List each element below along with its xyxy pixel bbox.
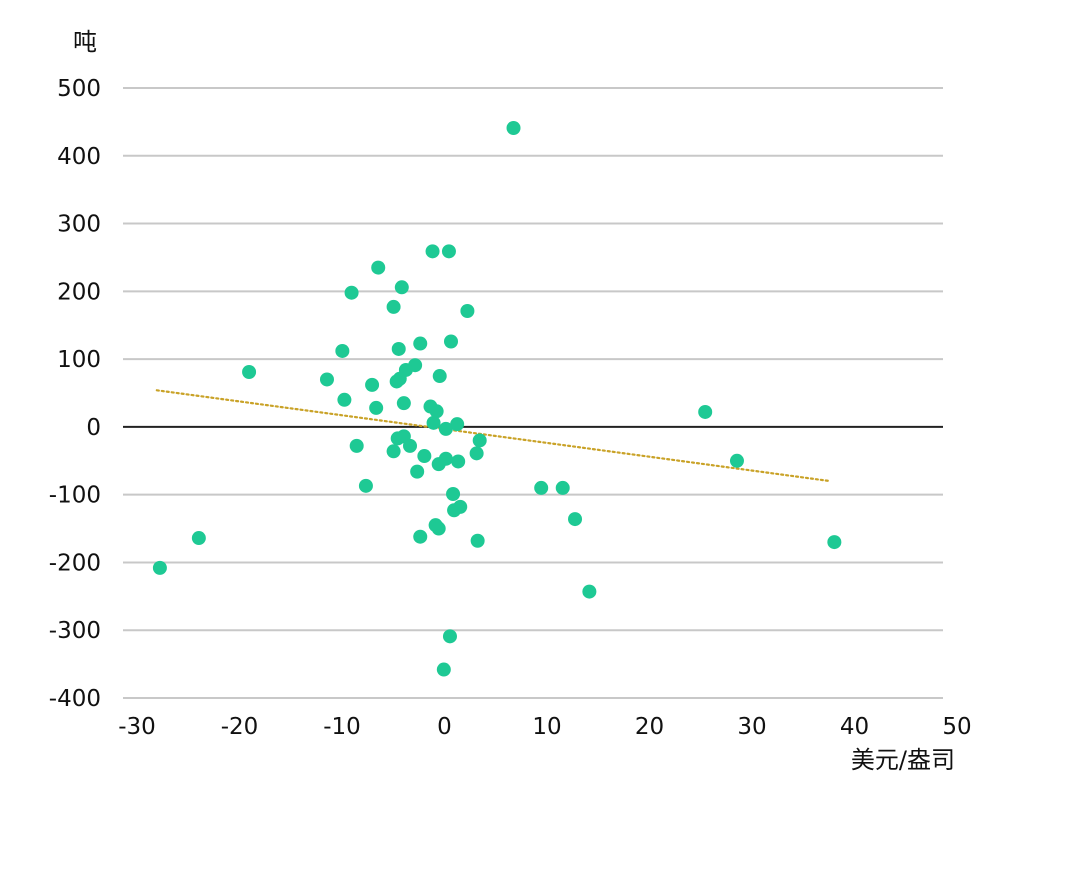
data-point [729,453,744,468]
y-tick-label: -300 [49,618,101,644]
data-point [429,404,444,419]
data-point [425,244,440,259]
data-point [410,464,425,479]
data-point [413,529,428,544]
data-point [460,303,475,318]
data-point [386,444,401,459]
data-point [371,260,386,275]
data-point [394,280,409,295]
data-point [447,503,462,518]
y-tick-label: 100 [57,347,101,373]
data-point [451,454,466,469]
data-point [391,341,406,356]
x-axis-title: 美元/盎司 [851,746,955,774]
y-tick-label: -100 [49,483,101,509]
data-point [386,299,401,314]
y-tick-label: -400 [49,686,101,712]
data-point [432,369,447,384]
y-tick-label: -200 [49,550,101,576]
data-point [472,433,487,448]
data-point [403,438,417,453]
data-point [365,377,380,392]
x-tick-label: -10 [323,714,361,740]
y-tick-label: 200 [57,279,101,305]
data-point [827,535,842,550]
gridlines [123,87,943,699]
data-point [444,334,458,349]
y-tick-label: 400 [57,144,101,170]
data-point [506,120,521,135]
data-points [152,120,842,677]
data-point [191,531,206,546]
x-tick-label: 40 [840,714,869,740]
data-point [152,560,167,575]
data-point [470,533,485,548]
x-tick-label: 30 [737,714,766,740]
x-tick-label: 20 [635,714,664,740]
x-tick-label: -20 [221,714,259,740]
data-point [534,480,549,495]
data-point [442,629,457,644]
x-tick-label: 50 [942,714,971,740]
data-point [335,343,350,358]
data-point [436,662,451,677]
x-tick-label: -30 [118,714,156,740]
data-point [426,415,441,430]
data-point [431,521,446,536]
data-point [698,404,713,419]
data-point [389,374,404,389]
y-axis-title: 吨 [73,28,97,56]
data-point [396,396,411,411]
data-point [555,480,570,495]
data-point [369,400,384,415]
y-tick-label: 300 [57,212,101,238]
data-point [450,417,465,432]
trendline [155,389,832,483]
y-axis-ticks: 500 400 300 200 100 0 -100 -200 -300 -400 [49,76,101,712]
data-point [417,449,432,464]
x-tick-label: 0 [437,714,452,740]
data-point [568,512,583,527]
data-point [337,392,352,407]
data-point [358,478,373,493]
trendline-group [155,389,832,483]
data-point [431,457,446,472]
data-point [582,584,597,599]
data-point [446,486,461,501]
x-axis-ticks: -30 -20 -10 0 10 20 30 40 50 [118,714,971,740]
data-point [349,438,364,453]
data-point [441,244,456,259]
data-point [242,364,257,379]
data-point [344,285,359,300]
data-point [469,446,484,461]
y-tick-label: 500 [57,76,101,102]
data-point [413,336,428,351]
data-point [438,421,453,436]
y-tick-label: 0 [86,415,101,441]
data-point [319,372,334,387]
x-tick-label: 10 [532,714,561,740]
